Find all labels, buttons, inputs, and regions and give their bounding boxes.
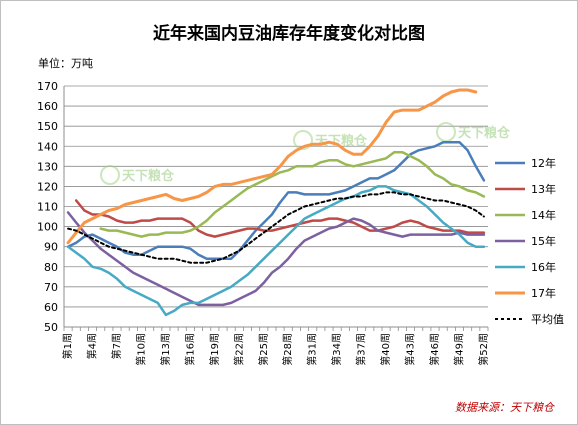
legend-label: 平均值: [531, 313, 564, 326]
x-tick-label: 第13周: [159, 333, 172, 366]
legend-label: 15年: [531, 234, 556, 248]
x-tick-label: 第7周: [110, 333, 123, 359]
x-tick-label: 第25周: [257, 333, 270, 366]
series-line-5: [66, 88, 478, 245]
series-line-1: [74, 199, 486, 238]
x-tick-label: 第52周: [477, 333, 490, 366]
y-tick-label: 110: [37, 201, 58, 214]
watermark-logo: [436, 122, 456, 142]
y-axis-ticks: 50 60 70 80 90 100 110 120 130 140 150 160 170: [37, 80, 58, 334]
watermark-text: 天下粮仓: [458, 125, 511, 141]
y-tick-label: 140: [37, 140, 58, 153]
legend-label: 13年: [531, 182, 556, 196]
y-tick-label: 130: [37, 160, 58, 173]
y-tick-label: 90: [44, 241, 58, 254]
legend-label: 16年: [531, 260, 556, 274]
series-lines: [66, 88, 486, 317]
watermark-logo: [100, 165, 120, 185]
y-tick-label: 60: [44, 301, 58, 314]
y-tick-label: 70: [44, 281, 58, 294]
chart-title: 近年来国内豆油库存年度变化对比图: [153, 24, 425, 44]
source-label: 数据来源：天下粮仓: [455, 401, 554, 414]
legend-label: 17年: [531, 286, 556, 300]
series-line-4: [66, 185, 486, 317]
x-tick-label: 第31周: [306, 333, 319, 366]
legend-label: 12年: [531, 156, 556, 170]
x-tick-label: 第49周: [452, 333, 465, 366]
y-tick-label: 150: [37, 120, 58, 133]
x-tick-label: 第10周: [134, 333, 147, 366]
x-tick-label: 第16周: [183, 333, 196, 366]
x-axis-ticks: 第1周 第4周 第7周 第10周 第13周 第16周 第19周 第22周 第25周 第28周 第31…: [61, 333, 490, 366]
y-tick-label: 120: [37, 180, 58, 193]
legend-label: 14年: [531, 208, 556, 222]
y-tick-label: 80: [44, 261, 58, 274]
watermark-logo: [293, 130, 313, 150]
y-tick-label: 50: [44, 321, 58, 334]
y-tick-label: 100: [37, 221, 58, 234]
x-tick-label: 第22周: [232, 333, 245, 366]
series-line-2: [99, 151, 486, 238]
series-line-6: [67, 191, 485, 264]
unit-label: 单位：万吨: [38, 57, 93, 70]
y-tick-label: 160: [37, 100, 58, 113]
x-tick-label: 第1周: [61, 333, 74, 359]
x-tick-label: 第46周: [428, 333, 441, 366]
series-line-3: [66, 211, 486, 307]
x-tick-label: 第40周: [379, 333, 392, 366]
x-tick-label: 第28周: [281, 333, 294, 366]
x-tick-label: 第4周: [86, 333, 99, 359]
series-line-0: [66, 140, 486, 260]
y-tick-label: 170: [37, 80, 58, 93]
x-tick-label: 第43周: [404, 333, 417, 366]
watermark-text: 天下粮仓: [315, 133, 368, 149]
x-tick-label: 第19周: [208, 333, 221, 366]
x-tick-label: 第34周: [330, 333, 343, 366]
x-tick-label: 第37周: [355, 333, 368, 366]
watermark-text: 天下粮仓: [122, 168, 175, 184]
